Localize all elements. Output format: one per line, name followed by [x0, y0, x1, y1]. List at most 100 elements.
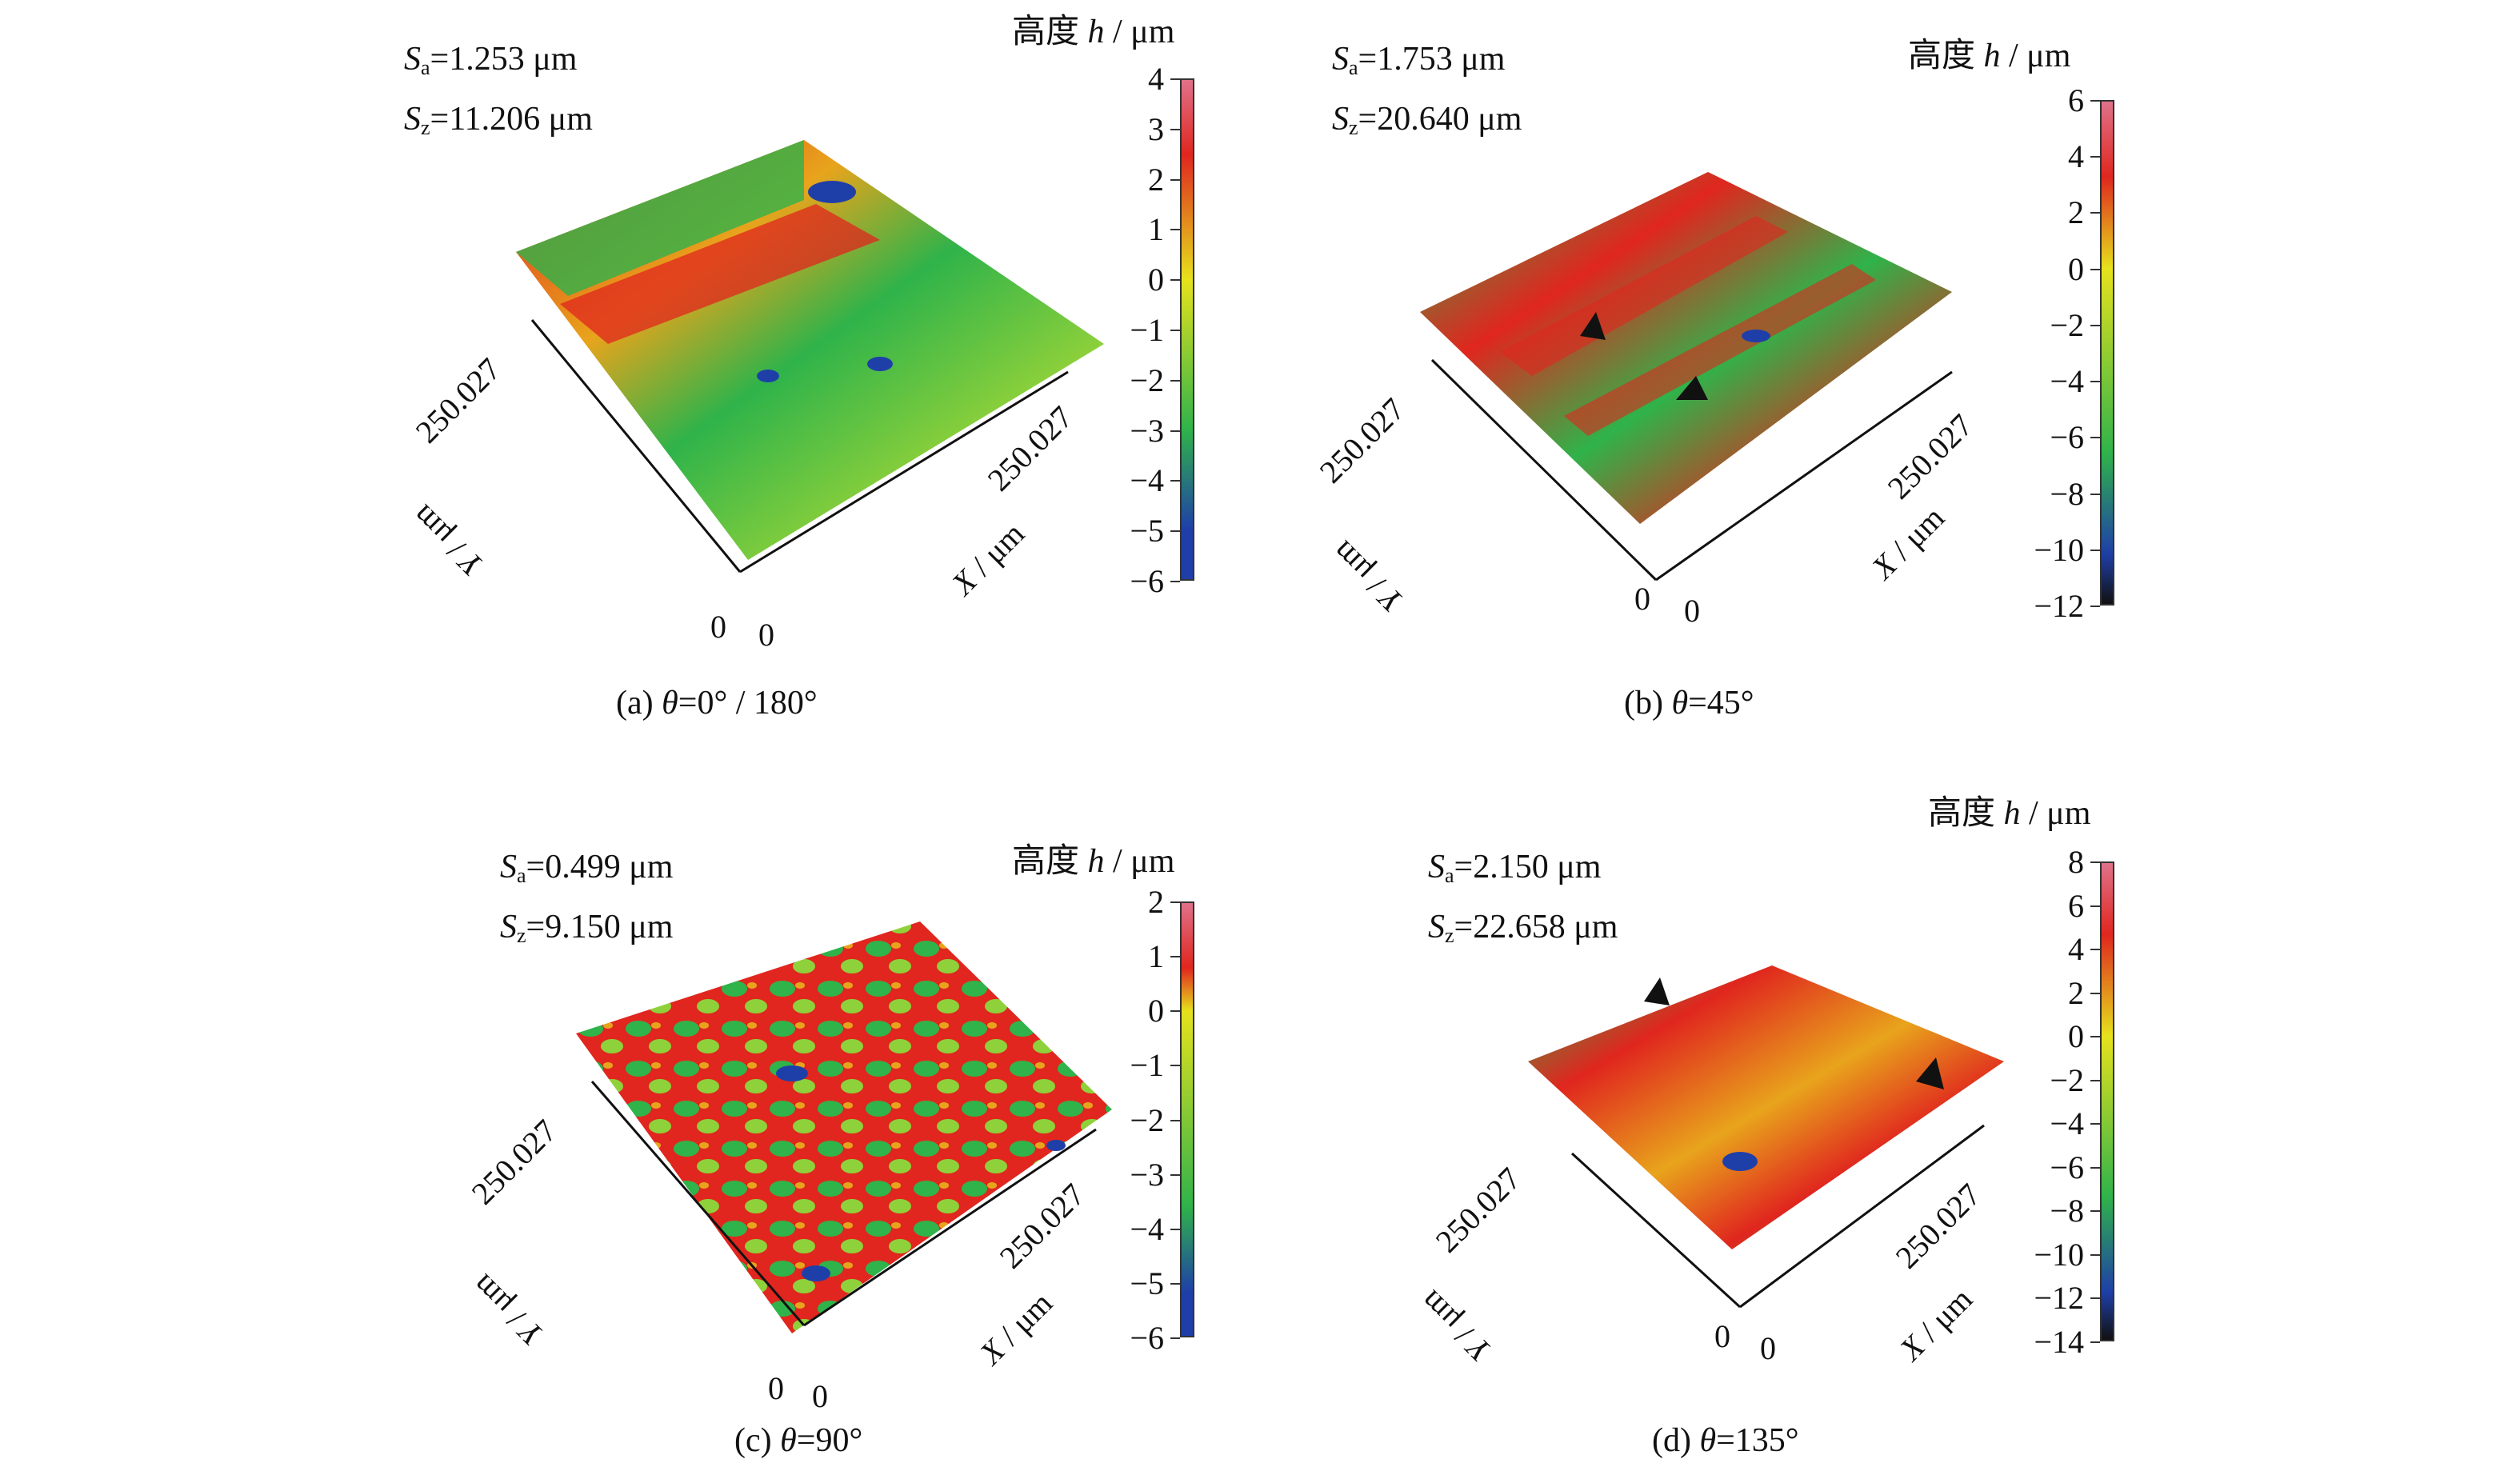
panel-a-y-axis-line	[530, 319, 742, 573]
colorbar-tick-label: −10	[2034, 1236, 2084, 1273]
colorbar-tick-label: 4	[2068, 138, 2084, 175]
panel-a-roughness: Sa=1.253 μm Sz=11.206 μm	[404, 41, 593, 139]
colorbar-tick-label: 0	[2068, 1018, 2084, 1055]
colorbar-tick-mark	[1170, 78, 1180, 80]
colorbar-tick-mark	[2090, 1253, 2100, 1256]
panel-d-surface	[1528, 965, 2004, 1309]
colorbar-tick-label: 1	[1148, 938, 1164, 975]
colorbar-tick-label: 4	[2068, 931, 2084, 968]
panel-a-colorbar-title: 高度 h / μm	[1012, 14, 1175, 50]
colorbar-tick-label: −6	[1130, 1320, 1164, 1356]
colorbar-tick-mark	[2090, 992, 2100, 994]
colorbar-tick-label: −4	[2050, 1105, 2084, 1142]
colorbar-tick-label: 2	[1148, 161, 1164, 198]
panel-b-colorbar	[2100, 100, 2114, 606]
colorbar-tick-mark	[1170, 1065, 1180, 1067]
colorbar-tick-label: 0	[1148, 262, 1164, 298]
panel-c-colorbar	[1180, 901, 1194, 1337]
colorbar-tick-label: 3	[1148, 110, 1164, 147]
colorbar-tick-mark	[2090, 1297, 2100, 1300]
colorbar-tick-mark	[1170, 330, 1180, 331]
colorbar-tick-label: 1	[1148, 211, 1164, 248]
colorbar-tick-mark	[1170, 1337, 1180, 1339]
colorbar-tick-label: −1	[1130, 312, 1164, 348]
panel-b-caption: (b) θ=45°	[1624, 685, 1754, 722]
colorbar-tick-label: 2	[2068, 974, 2084, 1011]
panel-a-surface	[516, 140, 1104, 574]
colorbar-tick-mark	[2090, 268, 2100, 270]
colorbar-tick-label: −4	[1130, 462, 1164, 499]
colorbar-tick-mark	[2090, 437, 2100, 439]
colorbar-tick-mark	[2090, 549, 2100, 551]
panel-a-colorbar	[1180, 78, 1194, 581]
panel-d: Sa=2.150 μm Sz=22.658 μm 250.027 250.027…	[1260, 738, 2520, 1475]
colorbar-tick-label: −6	[2050, 1149, 2084, 1185]
panel-d-x-axis-line	[1739, 1124, 1985, 1309]
panel-b-colorbar-title: 高度 h / μm	[1908, 38, 2071, 74]
panel-b-zero-y: 0	[1634, 581, 1650, 617]
colorbar-tick-mark	[2090, 1341, 2100, 1343]
colorbar-tick-label: −4	[1130, 1210, 1164, 1247]
colorbar-tick-mark	[1170, 128, 1180, 130]
colorbar-tick-mark	[2090, 493, 2100, 495]
panel-b-x-axis-line	[1655, 370, 1953, 582]
colorbar-tick-mark	[1170, 901, 1180, 903]
colorbar-tick-mark	[1170, 1119, 1180, 1121]
panel-a-caption: (a) θ=0° / 180°	[616, 685, 818, 722]
colorbar-tick-mark	[2090, 156, 2100, 158]
colorbar-tick-label: 6	[2068, 887, 2084, 924]
panel-a-zero-y: 0	[710, 609, 726, 645]
colorbar-tick-label: −12	[2034, 588, 2084, 624]
panel-c-x-axis-line	[803, 1128, 1097, 1327]
colorbar-tick-label: −2	[1130, 1101, 1164, 1138]
colorbar-tick-mark	[2090, 212, 2100, 214]
panel-c-zero-y: 0	[768, 1370, 784, 1406]
panel-a-x-axis-line	[739, 370, 1069, 574]
panel-b: Sa=1.753 μm Sz=20.640 μm 250.027 250.027…	[1260, 0, 2520, 738]
colorbar-tick-label: −8	[2050, 475, 2084, 512]
panel-b-roughness: Sa=1.753 μm Sz=20.640 μm	[1332, 41, 1522, 139]
colorbar-tick-label: −6	[1130, 563, 1164, 599]
panel-d-y-axis-line	[1570, 1152, 1742, 1309]
colorbar-tick-mark	[1170, 279, 1180, 282]
panel-c-zero-x: 0	[812, 1378, 828, 1414]
colorbar-tick-mark	[1170, 1173, 1180, 1176]
colorbar-tick-mark	[1170, 1010, 1180, 1013]
colorbar-tick-label: −2	[2050, 306, 2084, 343]
colorbar-tick-mark	[2090, 606, 2100, 607]
colorbar-tick-label: −12	[2034, 1280, 2084, 1317]
colorbar-tick-mark	[1170, 581, 1180, 582]
panel-a-zero-x: 0	[758, 617, 774, 653]
panel-d-caption: (d) θ=135°	[1652, 1422, 1799, 1459]
colorbar-tick-label: 6	[2068, 82, 2084, 118]
panel-c-y-axis-line	[590, 1081, 806, 1326]
colorbar-tick-mark	[2090, 949, 2100, 951]
panel-b-surface	[1420, 172, 1953, 582]
colorbar-tick-mark	[2090, 905, 2100, 907]
colorbar-tick-label: 0	[2068, 250, 2084, 287]
colorbar-tick-mark	[2090, 381, 2100, 383]
panel-b-zero-x: 0	[1684, 593, 1700, 629]
colorbar-tick-mark	[1170, 956, 1180, 958]
colorbar-tick-label: 2	[2068, 194, 2084, 231]
colorbar-tick-label: −3	[1130, 1156, 1164, 1193]
colorbar-tick-label: −5	[1130, 1265, 1164, 1301]
colorbar-tick-mark	[1170, 178, 1180, 181]
colorbar-tick-label: 0	[1148, 993, 1164, 1029]
colorbar-tick-label: −6	[2050, 419, 2084, 456]
colorbar-tick-mark	[2090, 1166, 2100, 1169]
panel-c: Sa=0.499 μm Sz=9.150 μm 250.027 250.027 …	[0, 738, 1260, 1475]
panel-d-zero-x: 0	[1760, 1330, 1776, 1366]
colorbar-tick-mark	[2090, 1210, 2100, 1213]
colorbar-tick-mark	[1170, 480, 1180, 482]
panel-c-surface	[576, 921, 1112, 1333]
panel-d-roughness: Sa=2.150 μm Sz=22.658 μm	[1428, 849, 1618, 947]
colorbar-tick-label: −5	[1130, 513, 1164, 550]
colorbar-tick-label: 8	[2068, 844, 2084, 880]
panel-c-caption: (c) θ=90°	[734, 1422, 863, 1459]
panel-c-roughness: Sa=0.499 μm Sz=9.150 μm	[500, 849, 674, 947]
colorbar-tick-label: −8	[2050, 1193, 2084, 1229]
colorbar-tick-mark	[2090, 1036, 2100, 1038]
colorbar-tick-mark	[1170, 1282, 1180, 1285]
colorbar-tick-mark	[2090, 1123, 2100, 1125]
